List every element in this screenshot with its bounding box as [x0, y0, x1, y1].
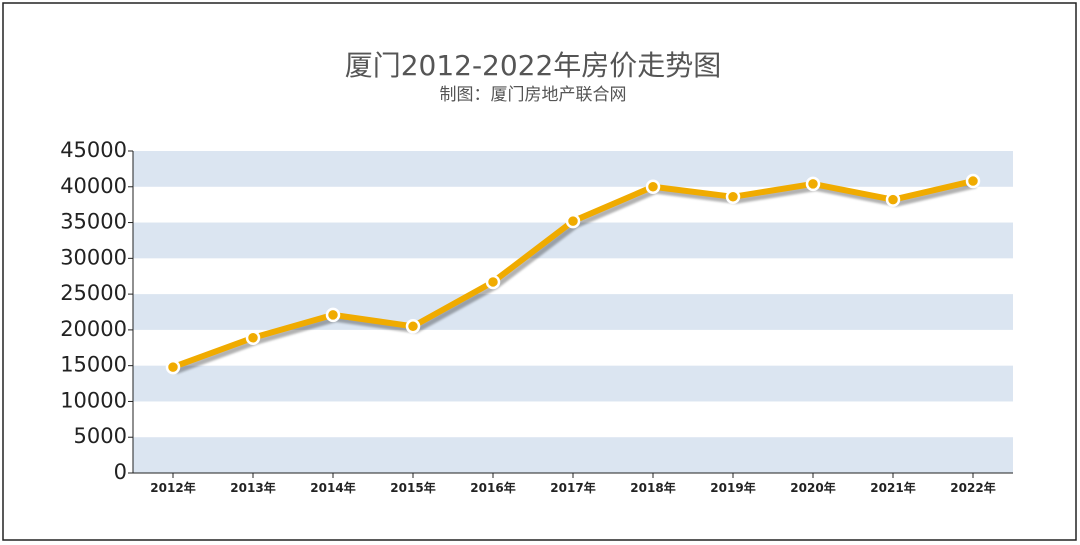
y-tick-label: 25000	[60, 281, 127, 305]
y-tick-label: 10000	[60, 388, 127, 412]
data-point	[645, 179, 661, 195]
x-tick-label: 2022年	[950, 480, 995, 495]
x-tick-label: 2015年	[390, 480, 435, 495]
data-point	[565, 213, 581, 229]
grid-band	[133, 151, 1013, 187]
y-tick-label: 45000	[60, 138, 127, 162]
grid-band	[133, 437, 1013, 473]
y-tick-label: 20000	[60, 317, 127, 341]
data-point	[485, 274, 501, 290]
y-tick-label: 40000	[60, 174, 127, 198]
data-point	[405, 319, 421, 334]
data-point	[965, 173, 981, 189]
chart-title: 厦门2012-2022年房价走势图	[345, 49, 722, 82]
y-tick-label: 35000	[60, 210, 127, 234]
grid-band	[133, 294, 1013, 330]
grid-band	[133, 222, 1013, 259]
data-point	[885, 192, 901, 207]
x-tick-label: 2019年	[710, 480, 755, 495]
y-tick-label: 0	[114, 460, 127, 484]
data-point	[165, 359, 181, 375]
x-tick-label: 2016年	[470, 480, 515, 495]
data-point	[245, 330, 261, 346]
grid-band	[133, 365, 1013, 402]
chart-subtitle: 制图：厦门房地产联合网	[440, 85, 627, 105]
x-tick-label: 2012年	[150, 480, 195, 495]
data-point	[725, 189, 741, 205]
y-tick-label: 5000	[74, 424, 127, 448]
data-point	[325, 307, 341, 323]
x-tick-label: 2021年	[870, 480, 915, 495]
data-point	[805, 176, 821, 192]
x-tick-label: 2017年	[550, 480, 595, 495]
x-tick-label: 2020年	[790, 480, 835, 495]
y-tick-label: 15000	[60, 353, 127, 377]
x-tick-label: 2013年	[230, 480, 275, 495]
x-tick-label: 2018年	[630, 480, 675, 495]
x-tick-label: 2014年	[310, 480, 355, 495]
y-tick-label: 30000	[60, 245, 127, 269]
